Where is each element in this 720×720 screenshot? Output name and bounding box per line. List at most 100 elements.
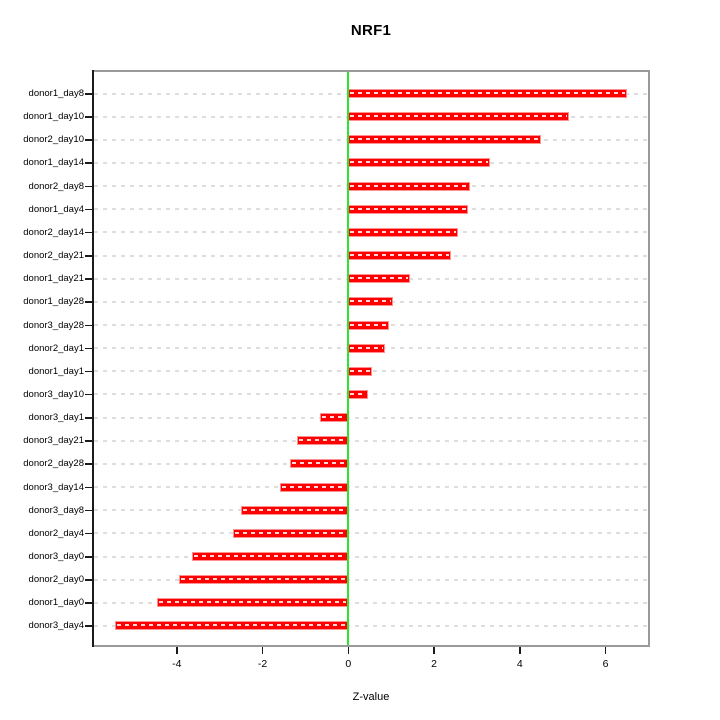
bar xyxy=(348,366,372,376)
y-axis-tick xyxy=(85,532,92,535)
bar xyxy=(348,158,490,168)
y-axis-tick xyxy=(85,162,92,164)
y-axis-tick xyxy=(85,185,92,188)
x-axis-tick-label: 6 xyxy=(602,658,609,670)
grid-line xyxy=(94,555,648,558)
bar-center-dash-line xyxy=(350,323,387,326)
x-axis-tick-label: 0 xyxy=(345,658,352,670)
grid-line xyxy=(94,601,648,604)
grid-line xyxy=(94,578,648,581)
bar xyxy=(348,389,368,399)
y-axis-label: donor1_day28 xyxy=(23,296,84,308)
bar xyxy=(232,528,349,538)
bar-center-dash-line xyxy=(193,555,347,558)
bar xyxy=(157,598,349,608)
y-axis-line xyxy=(92,70,94,647)
bar-center-dash-line xyxy=(116,624,347,627)
y-axis-label: donor3_day14 xyxy=(23,481,84,493)
x-axis-tick-label: -2 xyxy=(257,658,268,670)
y-axis-tick xyxy=(85,278,92,280)
y-axis-tick xyxy=(85,255,92,257)
y-axis-tick xyxy=(85,486,92,489)
y-axis-label: donor1_day10 xyxy=(23,111,84,123)
y-axis-label: donor2_day10 xyxy=(23,134,84,146)
y-axis-tick xyxy=(85,509,92,512)
bar xyxy=(178,575,349,585)
grid-line xyxy=(94,462,648,465)
y-axis-label: donor1_day1 xyxy=(28,365,84,377)
y-axis-label: donor3_day4 xyxy=(28,620,84,632)
x-axis-tick xyxy=(519,647,521,654)
bar-center-dash-line xyxy=(350,369,370,372)
grid-line xyxy=(94,393,648,396)
grid-line xyxy=(94,509,648,512)
y-axis-label: donor3_day1 xyxy=(28,412,84,424)
bar xyxy=(348,251,452,261)
bar-center-dash-line xyxy=(350,277,409,280)
y-axis-label: donor2_day4 xyxy=(28,527,84,539)
bar xyxy=(241,505,349,515)
bar-center-dash-line xyxy=(350,392,366,395)
plot-area xyxy=(92,70,650,647)
y-axis-tick xyxy=(85,139,92,141)
y-axis-label: donor1_day0 xyxy=(28,597,84,609)
y-axis-label: donor2_day28 xyxy=(23,458,84,470)
bar xyxy=(348,204,469,214)
bar-center-dash-line xyxy=(322,416,347,419)
x-axis-tick xyxy=(176,647,178,654)
x-axis-tick xyxy=(433,647,435,654)
x-axis-tick xyxy=(347,647,350,654)
bar-center-dash-line xyxy=(298,439,347,442)
bar xyxy=(114,621,349,631)
x-axis-tick xyxy=(604,647,607,654)
y-axis-label: donor3_day0 xyxy=(28,551,84,563)
y-axis-label: donor1_day14 xyxy=(23,157,84,169)
bar xyxy=(296,436,349,446)
y-axis-tick xyxy=(85,625,92,627)
y-axis-tick xyxy=(85,324,92,327)
y-axis-tick xyxy=(85,208,92,211)
bar-center-dash-line xyxy=(350,184,469,187)
bar xyxy=(348,227,458,237)
bar-center-dash-line xyxy=(180,578,347,581)
zero-line xyxy=(347,72,350,645)
y-axis-tick xyxy=(85,417,92,419)
y-axis-label: donor3_day8 xyxy=(28,504,84,516)
y-axis-label: donor3_day21 xyxy=(23,435,84,447)
y-axis-tick xyxy=(85,393,92,396)
y-axis-tick xyxy=(85,602,92,604)
y-axis-tick xyxy=(85,301,92,303)
bar xyxy=(348,135,542,145)
y-axis-label: donor2_day0 xyxy=(28,574,84,586)
bar-center-dash-line xyxy=(350,161,488,164)
bar-center-dash-line xyxy=(350,254,450,257)
bar xyxy=(191,552,349,562)
x-axis-tick-label: 4 xyxy=(516,658,523,670)
bar-center-dash-line xyxy=(292,462,347,465)
bar-center-dash-line xyxy=(350,138,540,141)
bar xyxy=(320,413,349,423)
y-axis-label: donor1_day4 xyxy=(28,203,84,215)
y-axis-label: donor1_day8 xyxy=(28,88,84,99)
bar xyxy=(348,181,471,191)
y-axis-label: donor2_day8 xyxy=(28,180,84,192)
x-axis-tick-label: -4 xyxy=(172,658,182,670)
bar xyxy=(348,297,394,307)
y-axis-tick xyxy=(85,116,92,118)
bar xyxy=(290,459,349,469)
bar xyxy=(348,89,627,98)
y-axis-label: donor2_day21 xyxy=(23,250,84,262)
y-axis-tick xyxy=(85,556,92,558)
bar-center-dash-line xyxy=(350,300,392,303)
grid-line xyxy=(94,416,648,419)
y-axis-tick xyxy=(85,93,92,95)
grid-line xyxy=(94,486,648,489)
y-axis-label: donor2_day1 xyxy=(28,342,84,354)
bar-center-dash-line xyxy=(350,207,467,210)
bar-center-dash-line xyxy=(159,601,347,604)
x-axis-tick xyxy=(261,647,264,654)
x-axis-title: Z-value xyxy=(352,691,390,703)
y-axis-tick xyxy=(85,440,92,442)
bar xyxy=(348,343,385,353)
y-axis-tick xyxy=(85,370,92,373)
